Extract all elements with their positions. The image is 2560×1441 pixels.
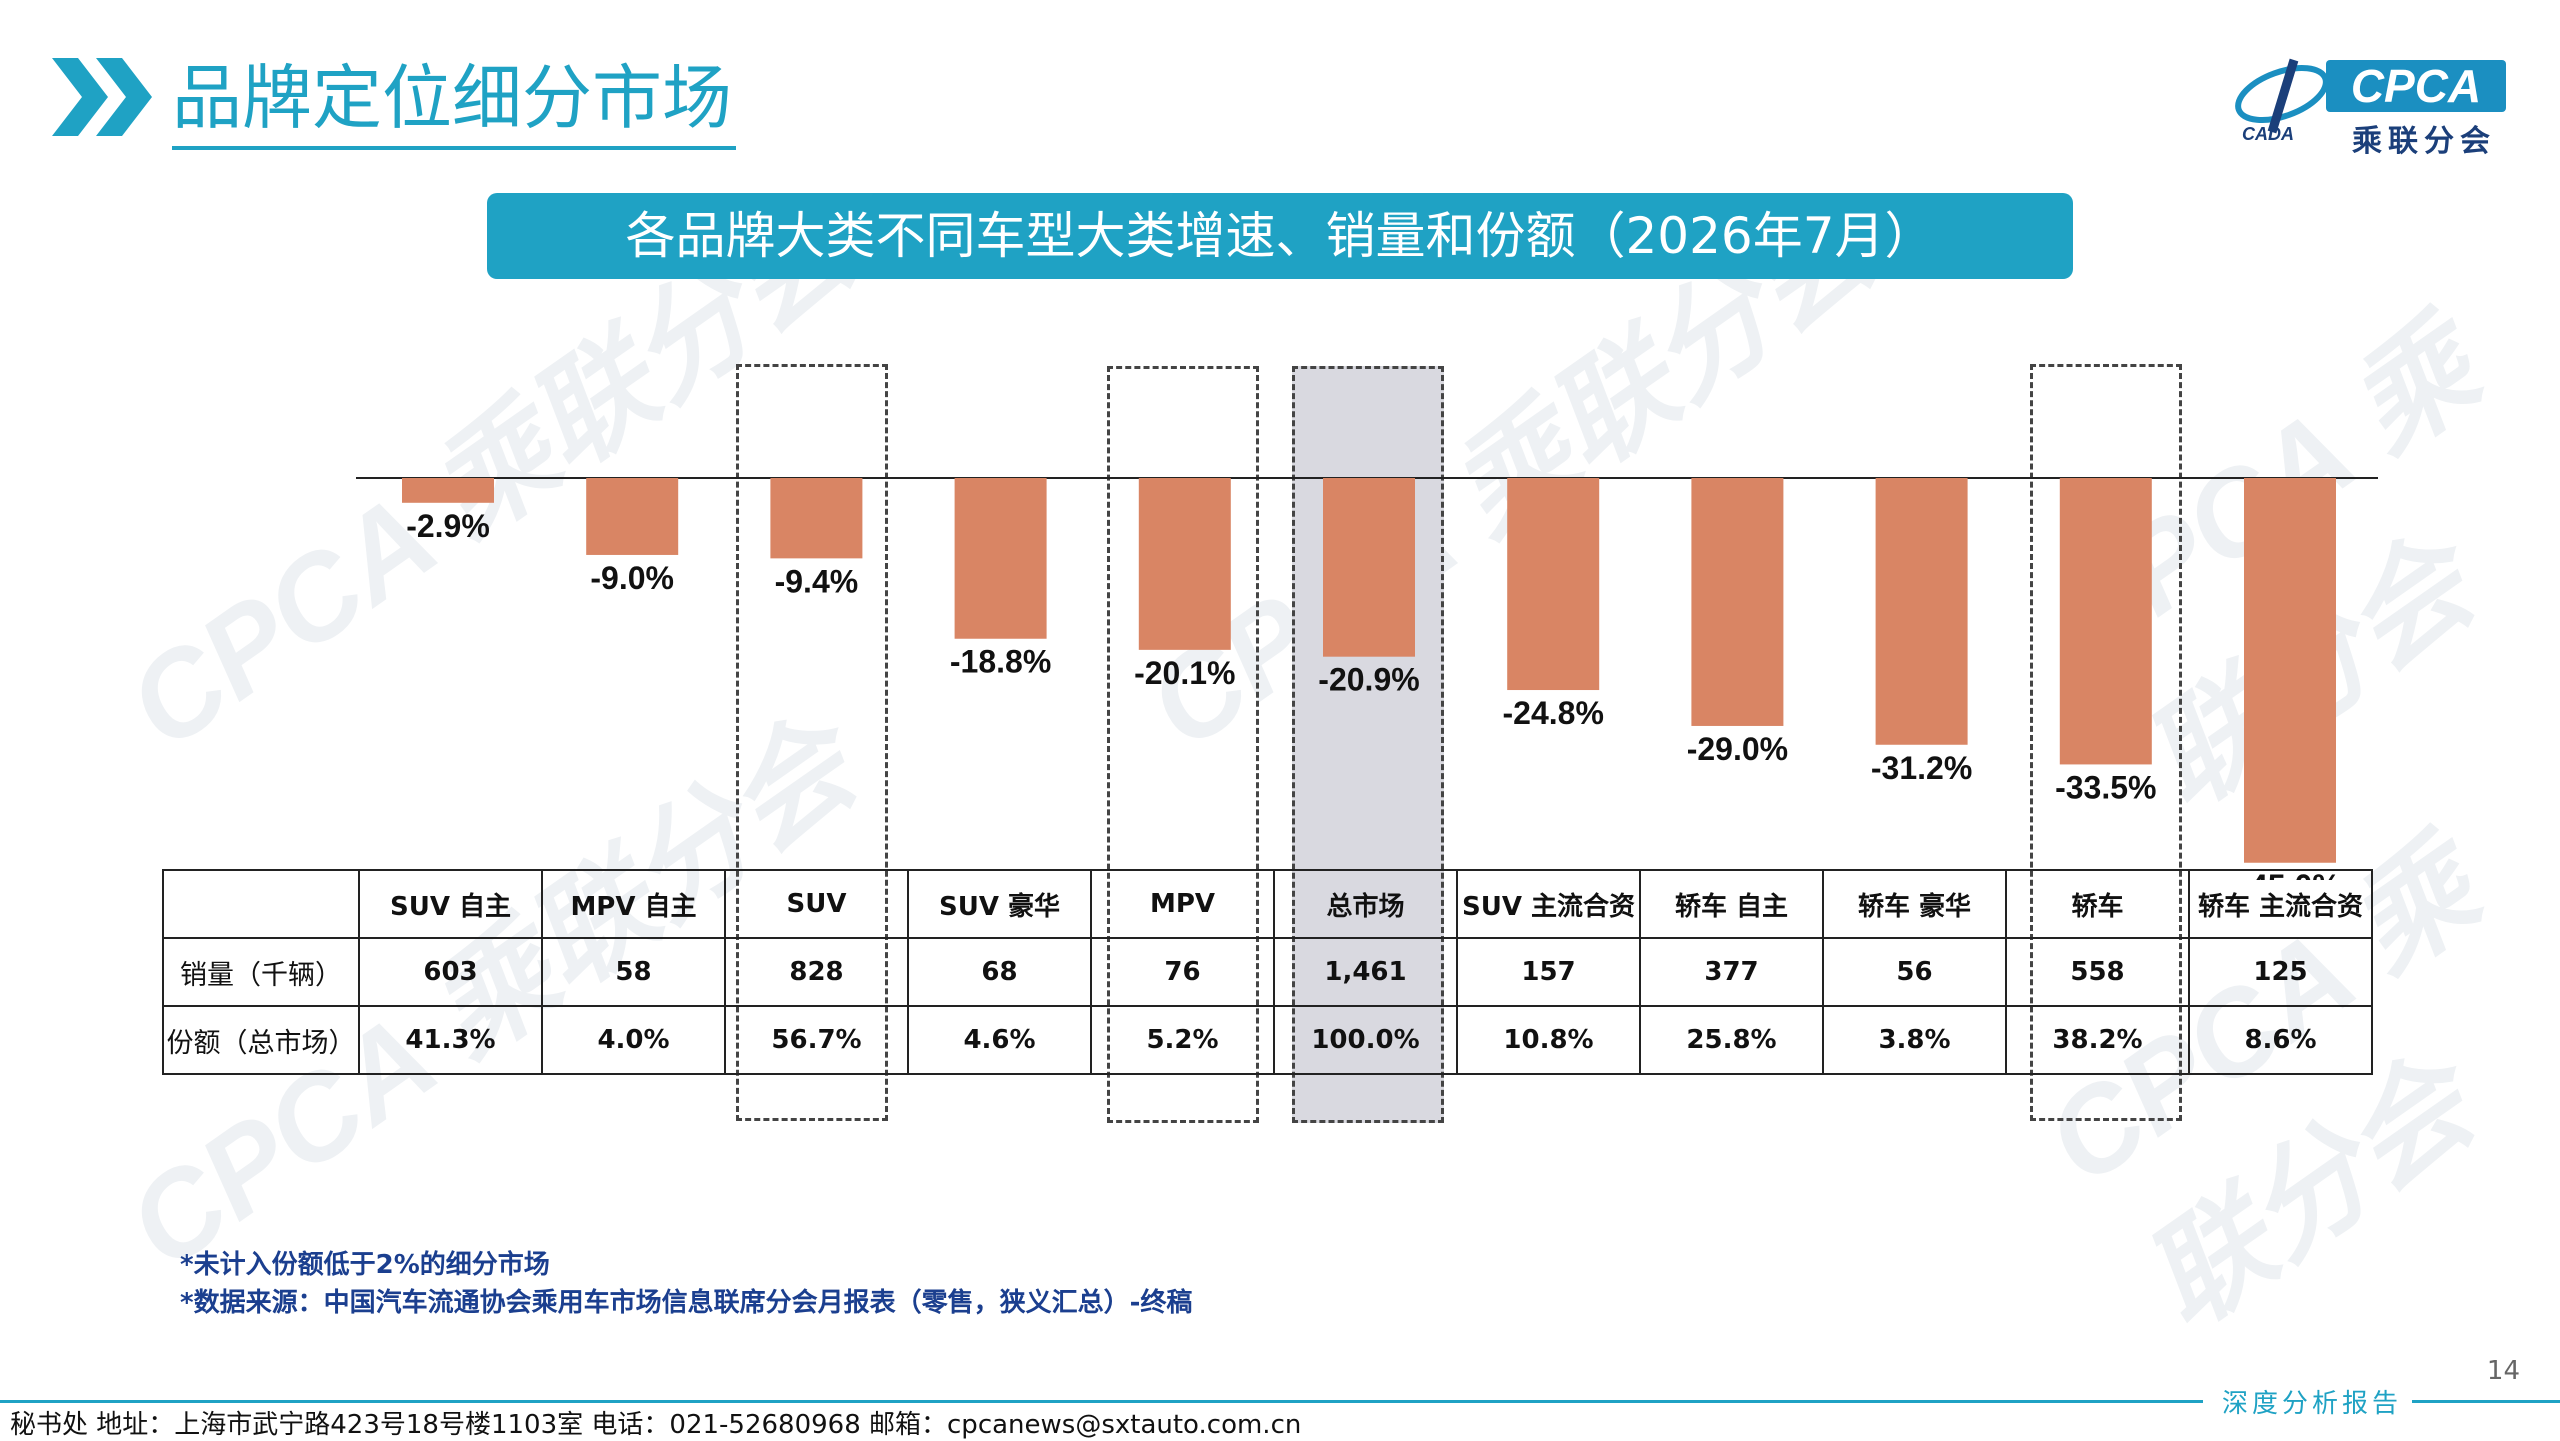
bar: [1323, 478, 1415, 657]
data-table: SUV 自主 MPV 自主 SUV SUV 豪华 MPV 总市场 SUV 主流合资 轿车 自主…: [162, 869, 2373, 1075]
data-label: -33.5%: [2055, 769, 2156, 805]
bar: [1138, 478, 1231, 650]
logo-text: CPCA: [2326, 60, 2506, 112]
table-cell: 100.0%: [1273, 1005, 1458, 1075]
table-cell: 558: [2005, 937, 2190, 1007]
table-cell: 1,461: [1273, 937, 1458, 1007]
data-label: -20.1%: [1134, 655, 1235, 691]
table-cell: 603: [358, 937, 543, 1007]
table-header-cell: 轿车 主流合资: [2188, 869, 2373, 939]
table-cell: 8.6%: [2188, 1005, 2373, 1075]
table-header-cell: SUV 豪华: [907, 869, 1092, 939]
bar: [1691, 478, 1784, 726]
table-header-cell: MPV 自主: [541, 869, 726, 939]
bar-chart: -2.9% -9.0% -9.4% -18.8% -20.1% -20.9% -24.8% -…: [356, 477, 2378, 880]
table-cell: 3.8%: [1822, 1005, 2007, 1075]
page-title: 品牌定位细分市场: [172, 50, 736, 150]
data-label: -20.9%: [1318, 662, 1419, 698]
table-cell: 157: [1456, 937, 1641, 1007]
logo-cn-text: 乘联分会: [2352, 124, 2496, 159]
table-cell: 5.2%: [1090, 1005, 1275, 1075]
table-header-cell: 轿车 豪华: [1822, 869, 2007, 939]
footer-divider: [0, 1400, 2203, 1403]
table-header-cell: 轿车 自主: [1639, 869, 1824, 939]
logo-swirl-icon: CADA: [2235, 58, 2329, 142]
table-cell: 56.7%: [724, 1005, 909, 1075]
footnote: *数据来源：中国汽车流通协会乘用车市场信息联席分会月报表（零售，狭义汇总）-终稿: [180, 1288, 1193, 1318]
table-row-label: 份额（总市场）: [162, 1005, 360, 1075]
bar: [2059, 478, 2152, 765]
table-header-cell: SUV: [724, 869, 909, 939]
chevron-right-icon: [52, 58, 152, 136]
table-header-cell: SUV 主流合资: [1456, 869, 1641, 939]
table-cell: 4.0%: [541, 1005, 726, 1075]
data-label: -18.8%: [950, 644, 1051, 680]
footer-address: 秘书处 地址：上海市武宁路423号18号楼1103室 电话：021-526809…: [10, 1410, 1302, 1440]
footnotes: *未计入份额低于2%的细分市场 *数据来源：中国汽车流通协会乘用车市场信息联席分…: [180, 1246, 1192, 1322]
footer-tag: 深度分析报告: [2222, 1389, 2403, 1419]
table-cell: 76: [1090, 937, 1275, 1007]
data-label: -29.0%: [1687, 731, 1788, 767]
table-row: 份额（总市场） 41.3% 4.0% 56.7% 4.6% 5.2% 100.0% 10.8…: [162, 1005, 2373, 1075]
table-cell: 377: [1639, 937, 1824, 1007]
data-label: -9.4%: [775, 563, 859, 599]
table-cell: 41.3%: [358, 1005, 543, 1075]
table-cell: 4.6%: [907, 1005, 1092, 1075]
bar: [954, 478, 1047, 639]
table-header-cell: 总市场: [1273, 869, 1458, 939]
cpca-logo: CADA CPCA 乘联分会: [2226, 52, 2506, 159]
table-header-cell: SUV 自主: [358, 869, 543, 939]
bar: [586, 478, 679, 555]
highlight-box-sedan: [2030, 364, 2182, 1121]
table-cell: 10.8%: [1456, 1005, 1641, 1075]
bar: [402, 478, 494, 503]
footnote: *未计入份额低于2%的细分市场: [180, 1250, 550, 1280]
data-label: -24.8%: [1503, 695, 1604, 731]
svg-text:CADA: CADA: [2242, 124, 2294, 142]
table-header-cell: MPV: [1090, 869, 1275, 939]
highlight-box-mpv: [1107, 366, 1259, 1123]
footer-divider: [2412, 1400, 2560, 1403]
table-cell: 25.8%: [1639, 1005, 1824, 1075]
bar: [1507, 478, 1600, 691]
table-cell: 828: [724, 937, 909, 1007]
bar: [2244, 478, 2336, 863]
data-label: -2.9%: [406, 508, 490, 544]
highlight-box-suv: [736, 364, 888, 1121]
data-label: -9.0%: [590, 560, 674, 596]
page-number: 14: [2486, 1356, 2520, 1386]
table-header-cell: 轿车: [2005, 869, 2190, 939]
chart-banner: 各品牌大类不同车型大类增速、销量和份额（2026年7月）: [487, 193, 2073, 279]
table-cell: 58: [541, 937, 726, 1007]
table-cell: 56: [1822, 937, 2007, 1007]
table-header-row: SUV 自主 MPV 自主 SUV SUV 豪华 MPV 总市场 SUV 主流合资 轿车 自主…: [162, 869, 2373, 939]
table-cell: 125: [2188, 937, 2373, 1007]
table-corner-cell: [162, 869, 360, 939]
bar: [1875, 478, 1968, 745]
table-row: 销量（千辆） 603 58 828 68 76 1,461 157 377 56 558 125: [162, 937, 2373, 1007]
data-label: -31.2%: [1871, 750, 1972, 786]
table-row-label: 销量（千辆）: [162, 937, 360, 1007]
bar: [770, 478, 863, 559]
table-cell: 38.2%: [2005, 1005, 2190, 1075]
table-cell: 68: [907, 937, 1092, 1007]
